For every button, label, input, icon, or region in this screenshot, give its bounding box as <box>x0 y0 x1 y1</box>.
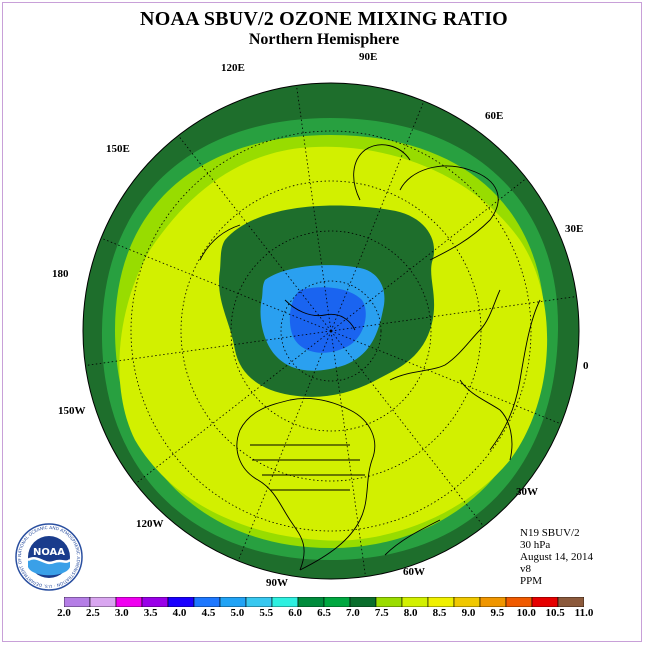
colorbar-swatch <box>297 597 325 607</box>
lon-label-60w: 60W <box>403 566 425 578</box>
longitude-spoke <box>178 135 332 332</box>
longitude-spoke <box>135 330 332 484</box>
colorbar-swatch <box>557 597 584 607</box>
lon-label-0: 0 <box>583 360 589 372</box>
colorbar-tick-label: 4.5 <box>201 607 216 619</box>
longitude-spoke <box>100 237 332 332</box>
colorbar-swatch <box>375 597 403 607</box>
colorbar-tick-label: 3.0 <box>114 607 129 619</box>
longitude-spoke <box>237 330 332 562</box>
lon-label-30w: 30W <box>516 486 538 498</box>
colorbar-swatch <box>505 597 533 607</box>
graticule <box>85 85 577 577</box>
colorbar-swatch <box>427 597 455 607</box>
lon-label-180: 180 <box>52 268 69 280</box>
colorbar-tick-label: 10.5 <box>545 607 565 619</box>
map-subtitle: Northern Hemisphere <box>248 31 400 48</box>
colorbar-tick-label: 5.5 <box>259 607 274 619</box>
colorbar-tick-label: 7.5 <box>374 607 389 619</box>
colorbar-tick-label: 5.0 <box>230 607 245 619</box>
colorbar-swatch <box>64 597 91 607</box>
colorbar-swatch <box>453 597 481 607</box>
info-version: v8 <box>520 563 531 575</box>
longitude-spoke <box>85 330 332 366</box>
colorbar-tick-label: 8.5 <box>432 607 447 619</box>
colorbar-swatch <box>219 597 247 607</box>
colorbar-tick-label: 2.5 <box>86 607 100 619</box>
colorbar-swatch <box>141 597 169 607</box>
figure-frame <box>2 2 642 642</box>
longitude-spoke <box>296 85 332 332</box>
colorbar-tick-label: 7.0 <box>346 607 360 619</box>
lon-label-150w: 150W <box>58 405 86 417</box>
colorbar <box>64 597 584 607</box>
longitude-spoke <box>330 330 562 425</box>
info-satellite: N19 SBUV/2 <box>520 527 580 539</box>
lon-label-120w: 120W <box>136 518 164 530</box>
colorbar-swatch <box>401 597 429 607</box>
colorbar-tick-label: 9.0 <box>461 607 476 619</box>
colorbar-tick-label: 6.0 <box>288 607 302 619</box>
map-title: NOAA SBUV/2 OZONE MIXING RATIO <box>140 8 508 30</box>
colorbar-tick-label: 3.5 <box>143 607 158 619</box>
lon-label-150e: 150E <box>106 143 130 155</box>
colorbar-swatch <box>323 597 351 607</box>
longitude-spoke <box>330 296 577 332</box>
longitude-spoke <box>330 100 425 332</box>
colorbar-swatch <box>89 597 117 607</box>
colorbar-tick-label: 8.0 <box>403 607 418 619</box>
colorbar-swatch <box>271 597 299 607</box>
lon-label-30e: 30E <box>565 223 584 235</box>
longitude-spoke <box>330 330 366 577</box>
ozone-polar-core <box>289 287 366 353</box>
longitude-spoke <box>330 330 484 527</box>
colorbar-tick-label: 9.5 <box>490 607 505 619</box>
map-boundary <box>82 82 580 580</box>
colorbar-tick-label: 2.0 <box>57 607 71 619</box>
lon-label-60e: 60E <box>485 110 504 122</box>
lon-label-90w: 90W <box>266 577 288 589</box>
colorbar-swatch <box>193 597 221 607</box>
info-level: 30 hPa <box>520 539 551 551</box>
colorbar-swatch <box>531 597 559 607</box>
colorbar-swatch <box>245 597 273 607</box>
logo-text: NOAA <box>33 547 65 558</box>
colorbar-tick-label: 6.5 <box>317 607 331 619</box>
noaa-logo: NATIONAL OCEANIC AND ATMOSPHERIC ADMINIS… <box>14 522 83 591</box>
lon-label-90e: 90E <box>359 51 378 63</box>
info-date: August 14, 2014 <box>520 551 594 563</box>
longitude-spoke <box>330 178 527 332</box>
colorbar-swatch <box>167 597 195 607</box>
colorbar-tick-label: 4.0 <box>172 607 187 619</box>
lon-label-120e: 120E <box>221 62 245 74</box>
colorbar-tick-label: 11.0 <box>574 607 594 619</box>
map-info-block: N19 SBUV/2 30 hPa August 14, 2014 v8 PPM <box>520 527 593 587</box>
colorbar-tick-label: 10.0 <box>516 607 536 619</box>
colorbar-swatch <box>115 597 143 607</box>
coastlines <box>199 144 541 571</box>
colorbar-swatch <box>479 597 507 607</box>
colorbar-swatch <box>349 597 377 607</box>
info-units: PPM <box>520 575 543 587</box>
